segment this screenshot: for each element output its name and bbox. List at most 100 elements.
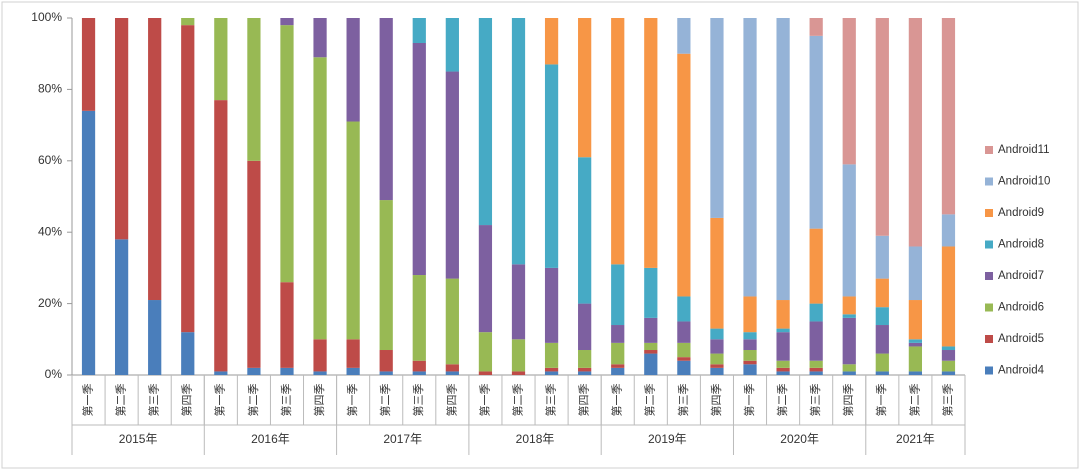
bar-segment	[710, 364, 724, 368]
bar-segment	[611, 342, 625, 365]
legend-swatch	[985, 240, 993, 249]
x-tick-label: 第一季	[213, 384, 227, 417]
bar-segment	[809, 228, 823, 304]
bar-segment	[875, 235, 889, 279]
bar-segment	[544, 267, 559, 343]
bar-segment	[941, 346, 956, 351]
group-label: 2015年	[119, 432, 158, 446]
bar-segment	[875, 278, 889, 308]
bar-segment	[280, 367, 294, 375]
group-label: 2016年	[251, 432, 290, 446]
bar-segment	[313, 339, 327, 372]
x-tick-label: 第四季	[709, 384, 723, 417]
x-tick-label: 第三季	[808, 384, 822, 417]
legend-swatch	[985, 335, 993, 343]
x-tick-label: 第三季	[147, 384, 161, 417]
x-tick-label: 第三季	[543, 384, 557, 417]
bar-segment	[511, 18, 526, 265]
legend-label: Android11	[998, 144, 1050, 156]
y-tick-label: 100%	[31, 10, 62, 24]
bar-segment	[544, 18, 559, 65]
legend-label: Android10	[998, 176, 1050, 188]
bar-segment	[544, 64, 559, 268]
bar-segment	[842, 317, 856, 365]
group-label: 2021年	[896, 432, 935, 446]
x-tick-label: 第二季	[246, 384, 260, 417]
bar-segment	[776, 332, 790, 361]
bar-segment	[644, 342, 658, 351]
bar-segment	[611, 264, 625, 326]
bar-segment	[677, 296, 691, 322]
bar-segment	[578, 303, 592, 351]
bar-segment	[214, 371, 228, 375]
bar-segment	[809, 303, 823, 322]
bar-segment	[280, 18, 294, 26]
bar-segment	[941, 360, 956, 372]
bar-segment	[412, 371, 426, 375]
bar-segment	[445, 71, 459, 279]
bar-segment	[478, 371, 493, 375]
bar-segment	[313, 371, 327, 375]
bar-segment	[710, 18, 724, 218]
legend-label: Android6	[998, 302, 1044, 314]
bar-segment	[941, 246, 956, 347]
bar-segment	[379, 371, 393, 375]
legend-label: Android7	[998, 270, 1044, 282]
x-tick-label: 第四季	[577, 384, 591, 417]
bar-segment	[247, 160, 261, 368]
x-tick-label: 第三季	[676, 384, 690, 417]
bar-segment	[776, 371, 790, 375]
x-tick-label: 第三季	[279, 384, 293, 417]
bar-segment	[941, 350, 956, 361]
bar-segment	[908, 371, 923, 375]
bar-segment	[412, 42, 426, 276]
bar-segment	[677, 18, 691, 54]
bar-segment	[578, 350, 592, 368]
bar-segment	[908, 300, 923, 340]
bar-segment	[809, 360, 823, 368]
bar-segment	[842, 314, 856, 318]
bar-segment	[181, 332, 195, 375]
x-tick-label: 第四季	[841, 384, 855, 417]
bar-segment	[412, 18, 426, 43]
bar-segment	[181, 25, 195, 333]
bar-segment	[478, 332, 493, 372]
legend-swatch	[985, 303, 993, 312]
bar-segment	[743, 364, 757, 375]
legend-label: Android5	[998, 333, 1044, 345]
x-tick-label: 第一季	[345, 384, 359, 417]
x-tick-label: 第四季	[444, 384, 458, 417]
bar-segment	[379, 350, 393, 372]
x-tick-label: 第一季	[80, 384, 94, 417]
y-tick-label: 60%	[38, 153, 62, 167]
x-tick-label: 第一季	[610, 384, 624, 417]
bar-segment	[578, 157, 592, 304]
bar-segment	[445, 18, 459, 72]
bar-segment	[578, 371, 592, 375]
y-tick-label: 80%	[38, 82, 62, 96]
bar-segment	[611, 367, 625, 375]
bar-segment	[809, 35, 823, 229]
bar-segment	[511, 264, 526, 340]
bar-segment	[875, 307, 889, 326]
bar-segment	[644, 350, 658, 354]
bar-segment	[842, 296, 856, 315]
legend-swatch	[985, 177, 993, 186]
bar-segment	[412, 275, 426, 361]
y-tick-label: 0%	[45, 367, 63, 381]
bar-segment	[809, 321, 823, 361]
x-tick-label: 第二季	[775, 384, 789, 417]
bar-segment	[809, 371, 823, 375]
bar-segment	[611, 325, 625, 343]
bar-segment	[875, 18, 889, 236]
x-tick-label: 第二季	[510, 384, 524, 417]
bar-segment	[776, 367, 790, 372]
bar-segment	[875, 371, 889, 375]
bar-segment	[677, 357, 691, 361]
bar-segment	[710, 339, 724, 354]
group-label: 2017年	[383, 432, 422, 446]
bar-segment	[776, 18, 790, 301]
x-tick-label: 第二季	[378, 384, 392, 417]
legend-label: Android9	[998, 207, 1044, 219]
